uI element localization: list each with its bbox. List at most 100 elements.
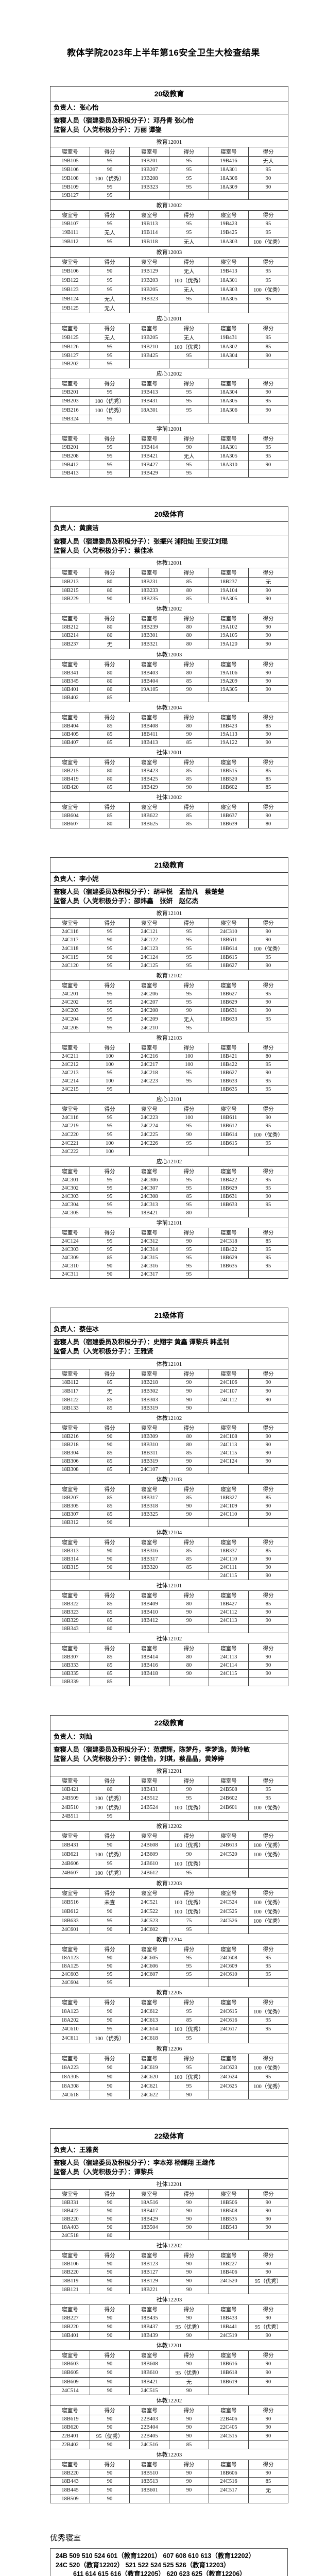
score-cell: 90 [248, 2260, 289, 2269]
room-col-header: 寝室号 [50, 757, 90, 767]
table-row: 18A403 90 18B504 90 18B543 90 [50, 2223, 289, 2232]
room-cell [209, 2441, 249, 2450]
score-col-header: 得分 [169, 257, 209, 267]
score-cell: 95 [169, 1868, 209, 1878]
score-col-header: 得分 [90, 1422, 130, 1433]
table-row: 24C518 80 [50, 2231, 289, 2241]
score-cell: 85 [90, 693, 130, 702]
score-cell: 无人 [169, 1014, 209, 1025]
score-cell: 100（优秀） [169, 2072, 209, 2082]
room-cell: 19B118 [129, 237, 169, 247]
score-cell: 95 [248, 953, 289, 962]
score-cell [248, 1209, 289, 1218]
score-col-header: 得分 [169, 2460, 209, 2470]
room-cell: 24C516 [209, 2477, 249, 2486]
score-cell: 100（优秀） [248, 2062, 289, 2073]
score-cell: 100（优秀） [169, 1897, 209, 1907]
score-cell: 90 [169, 2485, 209, 2496]
class-name-row: 教育12203 [49, 1877, 289, 1889]
room-cell: 24C115 [209, 1571, 249, 1580]
room-cell: 18B401 [50, 2331, 90, 2341]
room-cell: 24C615 [209, 2006, 249, 2016]
score-cell: 95 [248, 990, 289, 999]
score-cell: 85 [169, 1546, 209, 1555]
column-header-row: 寝室号 得分 寝室号 得分 寝室号 得分 [50, 1997, 289, 2007]
column-header-row: 寝室号 得分 寝室号 得分 寝室号 得分 [50, 1166, 289, 1177]
score-cell: 90 [90, 1518, 130, 1527]
score-cell: 85 [248, 1493, 289, 1502]
room-cell: 24C605 [129, 1953, 169, 1962]
inspectors-line: 查寝人员（宿建委员及积极分子）：史翔宇 黄鑫 谭黎兵 韩孟钊 [54, 1338, 230, 1346]
score-cell: 90 [248, 1395, 289, 1404]
room-cell: 19B113 [129, 219, 169, 229]
room-cell [129, 693, 169, 702]
room-cell: 18B127 [129, 2268, 169, 2277]
room-cell: 18B122 [50, 1395, 90, 1404]
score-cell: 95 [169, 1077, 209, 1086]
class-name-row: 体教12102 [49, 1412, 289, 1423]
score-col-header: 得分 [90, 210, 130, 221]
score-col-header: 得分 [90, 1888, 130, 1898]
score-cell: 95 [248, 1014, 289, 1025]
room-cell: 19B413 [129, 388, 169, 397]
room-cell [209, 1024, 249, 1033]
table-row: 24C202 95 24C207 95 18B629 90 [50, 998, 289, 1007]
score-cell: 90 [248, 351, 289, 361]
score-cell: 80 [90, 819, 130, 828]
score-cell: 90 [169, 1607, 209, 1617]
table-row: 19B123 95 19B205 无人 18A303 100（优秀） [50, 285, 289, 295]
score-col-header: 得分 [169, 324, 209, 334]
score-cell: 90 [90, 165, 130, 175]
score-cell: 90 [248, 998, 289, 1007]
score-cell [248, 1677, 289, 1686]
score-col-header: 得分 [169, 567, 209, 578]
score-cell: 90 [248, 183, 289, 192]
score-cell: 90 [169, 1378, 209, 1387]
table-row: 19B122 95 19B203 100（优秀） 18A301 95 [50, 276, 289, 286]
room-cell: 19B122 [50, 276, 90, 286]
room-cell: 18B121 [50, 2285, 90, 2295]
room-cell: 24C219 [50, 1122, 90, 1131]
room-col-header: 寝室号 [209, 1368, 249, 1379]
room-cell: 19B127 [50, 351, 90, 361]
score-cell: 90 [90, 2062, 130, 2073]
section-title: 21级教育 [49, 857, 289, 873]
room-cell: 19B208 [50, 451, 90, 462]
column-header-row: 寝室号 得分 寝室号 得分 寝室号 得分 [50, 1368, 289, 1379]
score-cell: 90 [169, 1456, 209, 1466]
score-cell [248, 1024, 289, 1033]
score-cell: 95 [90, 1245, 130, 1255]
score-cell: 无人 [90, 228, 130, 238]
score-cell: 75 [169, 1916, 209, 1926]
room-cell: 24C608 [209, 1953, 249, 1962]
table-row: 18B421 80 18B431 90 24B508 95 [50, 1785, 289, 1794]
room-cell: 24B510 [50, 1802, 90, 1812]
score-cell: 90 [248, 2268, 289, 2277]
table-row: 18B212 80 18B239 80 19A102 90 [50, 622, 289, 632]
score-cell: 90 [248, 811, 289, 820]
table-row: 18B213 80 18B231 85 18B237 无 [50, 577, 289, 587]
room-cell: 22B402 [50, 2441, 90, 2450]
column-header-row: 寝室号 得分 寝室号 得分 寝室号 得分 [50, 2189, 289, 2199]
table-row: 18B333 85 18B416 80 24C114 90 [50, 1660, 289, 1670]
score-col-header: 得分 [90, 567, 130, 578]
room-cell: 19B425 [209, 228, 249, 238]
table-row: 18B401 90 18B439 90 24C519 90 [50, 2331, 289, 2341]
room-cell: 18B319 [129, 1403, 169, 1413]
room-cell: 18B307 [50, 1510, 90, 1519]
score-cell: 90 [248, 1192, 289, 1201]
score-cell: 95 [90, 469, 130, 478]
table-row: 24C303 95 24C308 85 18B631 90 [50, 1192, 289, 1201]
room-cell: 19B413 [50, 469, 90, 478]
room-cell [129, 1571, 169, 1580]
score-cell: 85 [90, 1677, 130, 1686]
leader-row: 负责人：张心怡 [49, 100, 289, 115]
room-col-header: 寝室号 [50, 210, 90, 221]
room-cell: 18B402 [50, 693, 90, 702]
score-cell: 90 [248, 2368, 289, 2378]
score-col-header: 得分 [90, 659, 130, 669]
score-cell: 95 [169, 1184, 209, 1193]
table-row: 24C618 90 24C622 90 [50, 2090, 289, 2099]
score-cell: 80 [90, 685, 130, 694]
room-col-header: 寝室号 [209, 918, 249, 928]
